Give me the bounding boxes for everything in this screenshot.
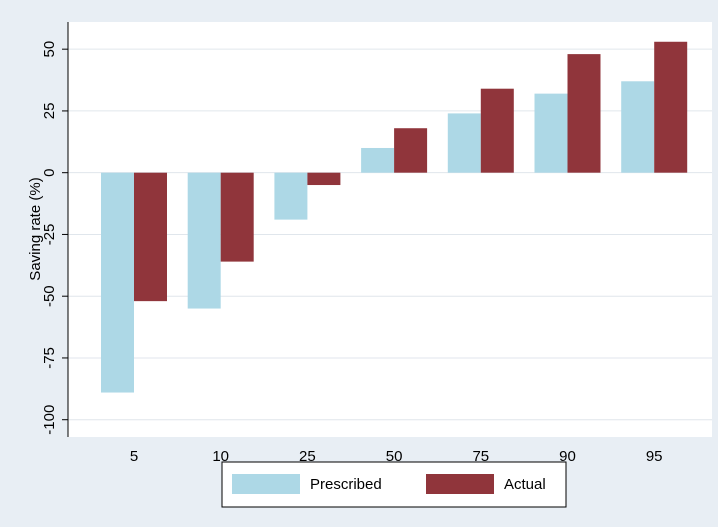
bar (220, 172, 254, 262)
y-tick-label: 50 (41, 41, 58, 58)
y-tick-label: -75 (41, 347, 58, 369)
bar (480, 88, 514, 173)
y-tick-label: -25 (41, 224, 58, 246)
bar (567, 54, 601, 173)
legend-label: Actual (504, 476, 546, 493)
y-tick-label: -100 (41, 405, 58, 435)
legend-label: Prescribed (310, 476, 382, 493)
x-tick-label: 5 (130, 448, 138, 465)
bar (134, 172, 167, 302)
plot-area (68, 22, 712, 437)
bar (534, 93, 568, 173)
bar (274, 172, 308, 220)
y-tick-label: -50 (41, 285, 58, 307)
bar (361, 147, 395, 173)
x-tick-label: 50 (386, 448, 403, 465)
bar (307, 172, 341, 186)
y-tick-label: 25 (41, 103, 58, 120)
legend-swatch (232, 474, 300, 494)
x-tick-label: 25 (299, 448, 316, 465)
bar (654, 41, 688, 173)
x-tick-label: 75 (472, 448, 489, 465)
bar (101, 172, 134, 393)
y-tick-label: 0 (41, 169, 58, 177)
x-tick-label: 10 (212, 448, 229, 465)
bar (447, 113, 481, 173)
legend-swatch (426, 474, 494, 494)
y-axis-title: Saving rate (%) (27, 177, 44, 280)
bar (621, 81, 655, 173)
legend (221, 461, 567, 508)
bar (394, 128, 428, 173)
x-tick-label: 90 (559, 448, 576, 465)
x-tick-label: 95 (646, 448, 663, 465)
bar (187, 172, 221, 309)
